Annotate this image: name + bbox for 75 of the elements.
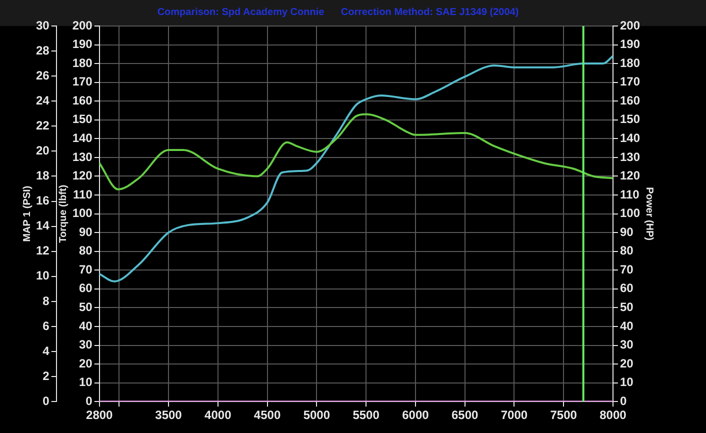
y2-tick-label: 40	[620, 318, 634, 333]
x-tick-label: 4500	[254, 408, 281, 422]
y3-tick-label: 18	[36, 168, 50, 183]
y2-tick-label: 0	[620, 394, 627, 408]
y3-tick-label: 26	[36, 68, 50, 82]
y3-tick-label: 0	[42, 394, 50, 408]
y2-tick-label: 80	[620, 244, 634, 258]
y2-tick-label: 30	[620, 338, 634, 352]
y2-tick-label: 140	[620, 130, 640, 145]
y-tick-label: 100	[72, 206, 93, 220]
y-tick-label: 170	[72, 74, 93, 89]
y-tick-label: 180	[72, 56, 93, 70]
y2-tick-label: 170	[620, 74, 640, 89]
y2-axis-title: Power (HP)	[643, 187, 654, 240]
y-tick-label: 80	[79, 244, 93, 258]
y3-tick-label: 30	[36, 18, 50, 32]
y-tick-label: 10	[79, 375, 93, 390]
y2-tick-label: 130	[620, 150, 640, 164]
y-tick-label: 30	[79, 338, 93, 352]
y2-tick-label: 160	[620, 93, 640, 108]
x-tick-label: 5000	[303, 408, 330, 422]
x-tick-label: 2800	[86, 408, 114, 422]
y3-tick-label: 6	[42, 318, 50, 333]
y2-tick-label: 50	[620, 300, 634, 314]
line-series	[99, 113, 613, 190]
y3-tick-label: 22	[36, 118, 50, 132]
y2-tick-label: 20	[620, 356, 634, 370]
y-tick-label: 50	[79, 300, 93, 314]
chart-title: Comparison: Spd Academy Connie Correction Method: SAE J1349 (2004)	[157, 6, 519, 18]
y-tick-label: 130	[72, 150, 93, 164]
y2-tick-label: 60	[620, 281, 634, 296]
y-tick-label: 40	[79, 318, 93, 333]
y-axis-title: Torque (lbft)	[58, 184, 70, 243]
y2-tick-label: 150	[620, 112, 640, 126]
y2-tick-label: 120	[620, 168, 640, 183]
y3-tick-label: 4	[42, 344, 50, 358]
x-tick-label: 8000	[600, 408, 627, 422]
y2-tick-label: 90	[620, 224, 634, 239]
y2-tick-label: 100	[620, 206, 640, 220]
y3-tick-label: 28	[36, 43, 50, 58]
y-tick-label: 60	[79, 281, 93, 296]
x-tick-label: 5500	[352, 408, 380, 422]
y-tick-label: 0	[86, 394, 93, 408]
y3-tick-label: 14	[36, 218, 50, 233]
y2-tick-label: 70	[620, 262, 634, 276]
x-tick-label: 7000	[500, 408, 528, 422]
y-tick-label: 200	[72, 18, 93, 32]
line-series	[99, 55, 613, 282]
x-tick-label: 6500	[451, 408, 478, 422]
y-tick-label: 140	[72, 130, 93, 145]
x-tick-label: 3500	[155, 408, 182, 422]
y-tick-label: 20	[79, 356, 93, 370]
y-tick-label: 120	[72, 168, 93, 183]
y3-tick-label: 20	[36, 144, 50, 158]
y2-tick-label: 190	[620, 37, 640, 52]
x-tick-label: 7500	[550, 408, 578, 422]
y2-tick-label: 10	[620, 375, 634, 390]
y3-tick-label: 16	[36, 194, 50, 208]
y3-tick-label: 8	[42, 294, 50, 308]
y3-tick-label: 12	[36, 244, 50, 258]
y-tick-label: 90	[79, 224, 93, 239]
y3-tick-label: 10	[36, 268, 50, 283]
y2-tick-label: 110	[620, 187, 640, 202]
y-tick-label: 160	[72, 93, 93, 108]
y-tick-label: 70	[79, 262, 93, 276]
y2-tick-label: 180	[620, 56, 640, 70]
y3-axis-title: MAP 1 (PSI)	[22, 186, 33, 242]
x-tick-label: 4000	[204, 408, 232, 422]
y3-tick-label: 2	[42, 368, 50, 383]
x-tick-label: 6000	[402, 408, 430, 422]
y3-tick-label: 24	[36, 93, 50, 108]
y-tick-label: 110	[73, 187, 93, 202]
y-tick-label: 190	[72, 37, 93, 52]
y2-tick-label: 200	[620, 18, 640, 32]
y-tick-label: 150	[72, 112, 93, 126]
